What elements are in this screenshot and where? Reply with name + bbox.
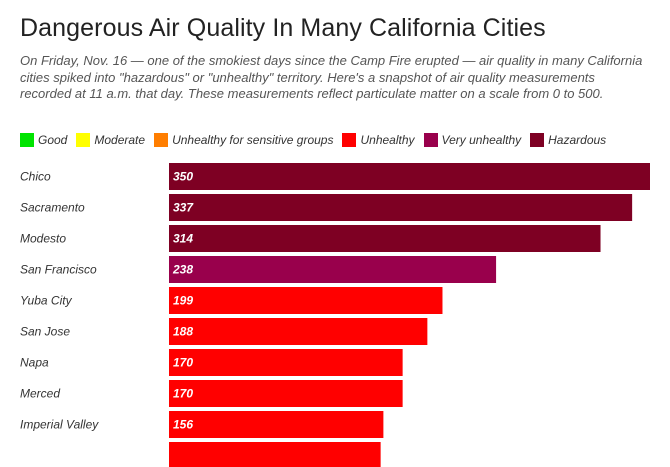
bar-row-9 xyxy=(169,442,381,467)
bar-merced xyxy=(169,380,403,407)
legend-item-good: Good xyxy=(20,133,67,147)
legend: Good Moderate Unhealthy for sensitive gr… xyxy=(20,131,615,149)
bar-napa xyxy=(169,349,403,376)
city-label-san-jose: San Jose xyxy=(20,325,70,339)
value-label-san-francisco: 238 xyxy=(172,263,193,277)
city-label-sacramento: Sacramento xyxy=(20,201,85,215)
legend-label-very-unhealthy: Very unhealthy xyxy=(441,133,522,147)
city-label-imperial-valley: Imperial Valley xyxy=(20,418,99,432)
legend-label-hazardous: Hazardous xyxy=(548,133,607,147)
city-label-napa: Napa xyxy=(20,356,49,370)
legend-item-hazardous: Hazardous xyxy=(530,133,606,147)
city-label-chico: Chico xyxy=(20,170,51,184)
city-label-merced: Merced xyxy=(20,387,60,401)
bar-chico xyxy=(169,163,650,190)
chart-title: Dangerous Air Quality In Many California… xyxy=(20,14,546,42)
legend-item-usg: Unhealthy for sensitive groups xyxy=(154,133,333,147)
bar-sacramento xyxy=(169,194,633,221)
city-label-san-francisco: San Francisco xyxy=(20,263,97,277)
value-label-san-jose: 188 xyxy=(173,325,193,339)
legend-swatch-hazardous xyxy=(530,133,545,147)
chart-subtitle: On Friday, Nov. 16 — one of the smokiest… xyxy=(20,53,643,101)
legend-label-moderate: Moderate xyxy=(94,133,146,147)
bar-yuba-city xyxy=(169,287,443,314)
value-label-modesto: 314 xyxy=(173,232,193,246)
bar-san-jose xyxy=(169,318,428,345)
value-label-yuba-city: 199 xyxy=(173,294,193,308)
legend-swatch-good xyxy=(20,133,34,147)
bar-chart-svg: Chico 350 Sacramento 337 Modesto 314 San Franc… xyxy=(20,163,650,467)
legend-swatch-very-unhealthy xyxy=(423,133,438,147)
city-label-yuba-city: Yuba City xyxy=(20,294,73,308)
legend-label-good: Good xyxy=(38,133,68,147)
value-label-imperial-valley: 156 xyxy=(173,418,193,432)
legend-swatch-unhealthy xyxy=(342,133,357,147)
value-label-merced: 170 xyxy=(173,387,193,401)
legend-item-moderate: Moderate xyxy=(76,133,145,147)
value-label-napa: 170 xyxy=(173,356,193,370)
bar-chart: Chico 350 Sacramento 337 Modesto 314 San Franc… xyxy=(0,160,670,467)
value-label-sacramento: 337 xyxy=(173,201,194,215)
legend-swatch-usg xyxy=(154,133,169,147)
legend-label-usg: Unhealthy for sensitive groups xyxy=(172,133,334,147)
bar-san-francisco xyxy=(169,256,497,283)
legend-label-unhealthy: Unhealthy xyxy=(360,133,415,147)
legend-item-unhealthy: Unhealthy xyxy=(342,133,415,147)
bar-modesto xyxy=(169,225,601,252)
bar-imperial-valley xyxy=(169,411,384,438)
legend-swatch-moderate xyxy=(76,133,91,147)
value-label-chico: 350 xyxy=(173,170,193,184)
legend-item-very-unhealthy: Very unhealthy xyxy=(423,133,522,147)
city-label-modesto: Modesto xyxy=(20,232,66,246)
